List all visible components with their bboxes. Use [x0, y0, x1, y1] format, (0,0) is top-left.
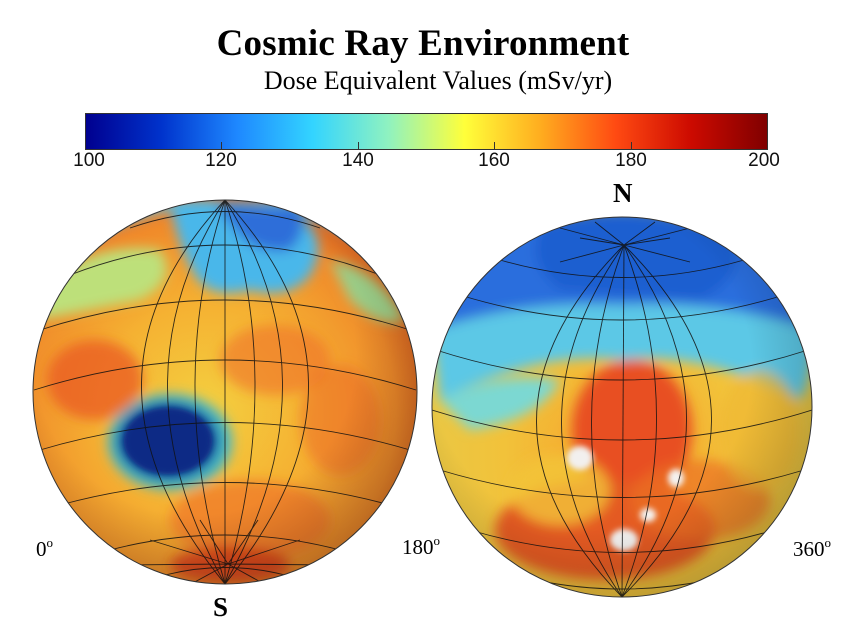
- left-globe: [33, 200, 417, 584]
- longitude-360-label: 360o: [793, 535, 831, 561]
- colorbar-tick-label: 160: [478, 150, 510, 171]
- right-globe: [432, 217, 812, 597]
- longitude-180-label: 180o: [402, 533, 440, 559]
- colorbar-tick-label: 180: [615, 150, 647, 171]
- colorbar-tick-label: 120: [205, 150, 237, 171]
- colorbar-tick-label: 140: [342, 150, 374, 171]
- south-pole-label: S: [213, 592, 229, 622]
- map-title: Cosmic Ray Environment: [216, 23, 630, 64]
- colorbar-tick-label: 200: [748, 150, 780, 171]
- longitude-0-label: 0o: [36, 535, 53, 561]
- north-pole-label: N: [613, 178, 633, 208]
- colorbar-tick-label: 100: [73, 150, 105, 171]
- colorbar-tickmark: [494, 142, 495, 150]
- map-subtitle: Dose Equivalent Values (mSv/yr): [263, 66, 613, 95]
- colorbar: [85, 113, 768, 150]
- colorbar-tickmark: [358, 142, 359, 150]
- colorbar-tickmark: [631, 142, 632, 150]
- colorbar-tickmark: [767, 142, 768, 150]
- colorbar-tickmark: [85, 142, 86, 150]
- colorbar-tickmark: [221, 142, 222, 150]
